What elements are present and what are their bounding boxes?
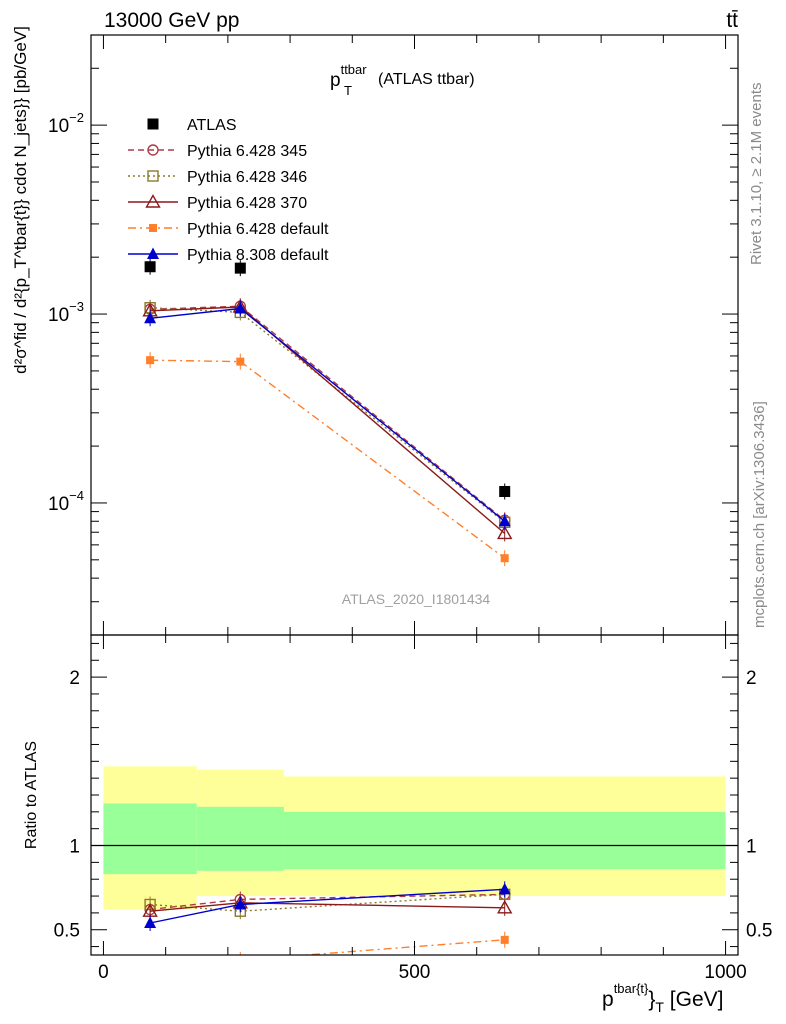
ratio-point-pythia-8-308-default [234, 897, 247, 910]
x-tick-label: 1000 [704, 962, 746, 983]
ratio-series-layer [142, 881, 513, 967]
legend-marker-pythia-6-428-345 [147, 144, 159, 156]
ratio-panel: 0.5 0.5 1 1 2 2 0 500 1000 Ratio to ATLAS ptbar{… [23, 634, 772, 1015]
main-point-pythia-6-428-default [500, 554, 509, 563]
main-series-line-pythia-6-428-370 [150, 306, 506, 534]
ratio-point-pythia-6-428-default [236, 956, 244, 964]
main-point-pythia-6-428-370 [497, 525, 513, 540]
legend-marker-pythia-6-428-default [149, 224, 157, 232]
ratio-band-inner [103, 803, 197, 875]
ratio-point-pythia-8-308-default [144, 916, 157, 928]
plot-title-sub: T [344, 83, 352, 98]
main-series-layer [142, 258, 513, 567]
main-series-line-pythia-6-428-346 [150, 307, 506, 523]
ratio-y-tick-label: 2 [69, 668, 80, 689]
main-point-pythia-8-308-default [144, 311, 157, 324]
header-left: 13000 GeV pp [104, 9, 239, 32]
header-right: tt̄ [726, 9, 738, 32]
main-y-tick-label: 10−3 [48, 299, 84, 326]
main-ylabel: d²σ^fid / d²{p_T^tbar{t}} cdot N_jets}} … [11, 26, 30, 374]
ratio-y-tick-label: 0.5 [54, 921, 80, 942]
x-axis-label: ptbar{t}}T [GeV] [602, 981, 724, 1015]
x-axis-label-sub: T [655, 999, 664, 1015]
mcplots-label: mcplots.cern.ch [arXiv:1306.3436] [751, 401, 768, 628]
ratio-series-line-pythia-6-428-346 [150, 893, 505, 912]
legend-marker-pythia-6-428-370 [145, 194, 161, 208]
main-y-tick-label: 10−4 [48, 488, 84, 515]
ratio-point-pythia-8-308-default [498, 882, 511, 895]
legend-marker-atlas [147, 118, 159, 130]
main-point-atlas [499, 485, 511, 497]
legend-label-pythia-6-428-345: Pythia 6.428 345 [187, 143, 307, 160]
plot-title-sup: ttbar [341, 62, 368, 77]
plot-title-main: p [330, 70, 341, 91]
x-tick-label: 0 [98, 962, 109, 983]
main-panel: 10−2 10−3 10−4 pttbar T (ATLAS ttbar) d²σ^… [11, 26, 739, 636]
plot-title: pttbar [330, 62, 367, 91]
main-point-pythia-8-308-default [498, 514, 511, 527]
ratio-series-line-pythia-6-428-default [297, 939, 505, 955]
ratio-band-inner [283, 811, 726, 870]
main-point-pythia-8-308-default [234, 301, 247, 314]
ratio-point-pythia-6-428-default [500, 935, 509, 944]
legend-label-pythia-8-308-default: Pythia 8.308 default [187, 247, 329, 264]
ratio-y-tick-label-right: 2 [746, 668, 757, 689]
legend-label-atlas: ATLAS [187, 117, 237, 134]
x-tick-label: 500 [399, 962, 431, 983]
watermark: ATLAS_2020_I1801434 [342, 591, 491, 607]
ratio-y-tick-label-right: 0.5 [746, 921, 772, 942]
x-axis-label-unit: [GeV] [664, 988, 724, 1011]
main-axes: 10−2 10−3 10−4 [48, 34, 738, 636]
legend-marker-pythia-6-428-346 [147, 170, 159, 182]
main-point-atlas [144, 261, 156, 273]
main-point-pythia-6-428-default [146, 356, 155, 365]
main-series-line-pythia-6-428-default [150, 359, 506, 559]
rivet-label: Rivet 3.1.10, ≥ 2.1M events [748, 83, 765, 266]
legend-label-pythia-6-428-346: Pythia 6.428 346 [187, 169, 307, 186]
ratio-point-pythia-6-428-370 [497, 899, 513, 914]
ratio-point-pythia-6-428-default [146, 959, 154, 967]
ratio-y-tick-label-right: 1 [746, 837, 757, 858]
main-y-tick-label: 10−2 [48, 110, 84, 137]
plot-title-suffix: (ATLAS ttbar) [378, 71, 475, 88]
x-axis-label-sup: tbar{t} [614, 981, 649, 996]
x-axis-label-tail: } [648, 988, 655, 1011]
ratio-axes: 0.5 0.5 1 1 2 2 0 500 1000 [54, 635, 772, 983]
legend: ATLAS Pythia 6.428 345 Pythia 6.428 346 Pyt… [128, 117, 329, 264]
ratio-y-tick-label: 1 [69, 837, 80, 858]
ratio-ylabel: Ratio to ATLAS [23, 741, 40, 849]
main-point-atlas [234, 262, 246, 274]
legend-label-pythia-6-428-default: Pythia 6.428 default [187, 221, 329, 238]
x-axis-label-main: p [602, 988, 614, 1011]
legend-marker-pythia-8-308-default [147, 247, 159, 259]
ratio-bands [91, 766, 738, 910]
ratio-band-inner [196, 806, 284, 871]
main-series-line-pythia-8-308-default [150, 307, 506, 522]
legend-label-pythia-6-428-370: Pythia 6.428 370 [187, 195, 307, 212]
main-point-pythia-6-428-default [236, 357, 245, 366]
